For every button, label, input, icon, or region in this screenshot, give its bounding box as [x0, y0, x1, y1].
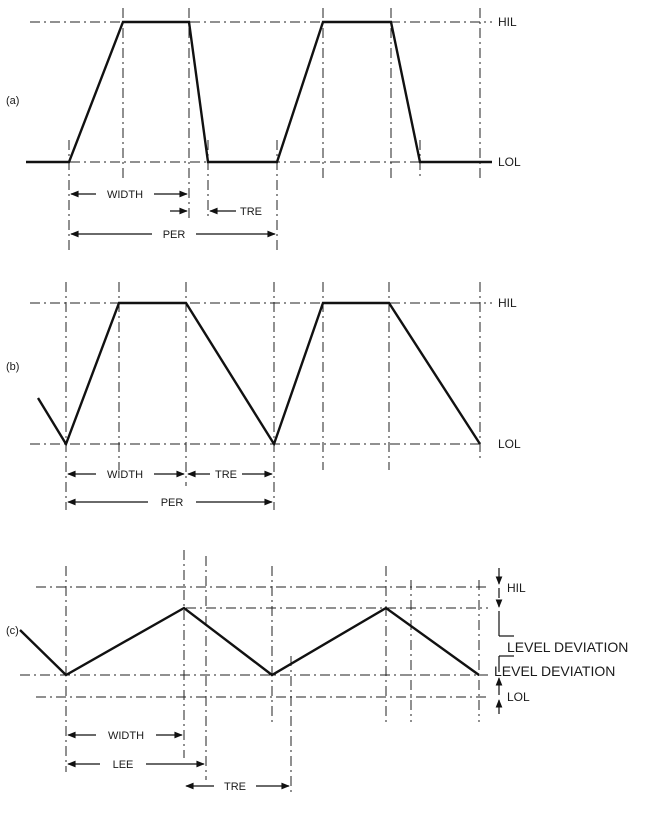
- panel-a-guides: [68, 8, 481, 250]
- panel-b-width-dimension: WIDTH: [67, 469, 185, 481]
- panel-c-width-label: WIDTH: [108, 730, 144, 742]
- panel-a-width-dimension: WIDTH: [70, 189, 188, 201]
- panel-c-label: (c): [6, 625, 19, 637]
- panel-c-tre-dimension: TRE: [185, 781, 290, 793]
- panel-c-tre-label: TRE: [224, 781, 246, 793]
- panel-c-level-deviation-upper-label: LEVEL DEVIATION: [507, 639, 628, 655]
- panel-c-lee-label: LEE: [113, 759, 134, 771]
- panel-b-hil-label: HIL: [498, 296, 517, 310]
- panel-b-tre-dimension: TRE: [187, 469, 273, 481]
- panel-a-waveform: [26, 20, 492, 164]
- panel-b-guides: [65, 282, 481, 510]
- panel-c-lol-label: LOL: [507, 690, 530, 704]
- panel-b-label: (b): [6, 361, 19, 373]
- panel-c: (c) HIL LOL: [6, 550, 628, 796]
- panel-b-lol-label: LOL: [498, 437, 521, 451]
- panel-c-level-deviation-upper: LEVEL DEVIATION: [495, 599, 628, 655]
- panel-c-width-dimension: WIDTH: [67, 730, 183, 742]
- panel-b-per-label: PER: [161, 497, 184, 509]
- panel-c-hil-label: HIL: [507, 581, 526, 595]
- panel-c-guides: [65, 550, 480, 796]
- panel-c-level-deviation-lower: LEVEL DEVIATION: [494, 655, 615, 686]
- panel-b: (b) HIL LOL WIDTH TRE PER: [6, 282, 521, 510]
- panel-a-per-dimension: PER: [70, 229, 276, 241]
- panel-c-lol-arrow: LOL: [495, 684, 530, 714]
- panel-a-per-label: PER: [163, 229, 186, 241]
- panel-c-level-deviation-lower-label: LEVEL DEVIATION: [494, 663, 615, 679]
- panel-c-lee-dimension: LEE: [67, 759, 205, 771]
- panel-a-width-label: WIDTH: [107, 189, 143, 201]
- panel-a-hil-label: HIL: [498, 15, 517, 29]
- panel-a-tre-dimension: TRE: [209, 206, 262, 218]
- panel-c-hil-arrow: HIL: [495, 568, 526, 598]
- panel-b-per-dimension: PER: [67, 497, 273, 509]
- panel-b-width-label: WIDTH: [107, 469, 143, 481]
- panel-a-label: (a): [6, 95, 19, 107]
- panel-c-waveform: [19, 606, 480, 677]
- panel-a-tre-label: TRE: [240, 206, 262, 218]
- panel-b-tre-label: TRE: [215, 469, 237, 481]
- panel-a: (a) HIL LOL WIDTH TRE: [6, 8, 521, 250]
- panel-b-waveform: [36, 301, 482, 447]
- panel-a-lol-label: LOL: [498, 155, 521, 169]
